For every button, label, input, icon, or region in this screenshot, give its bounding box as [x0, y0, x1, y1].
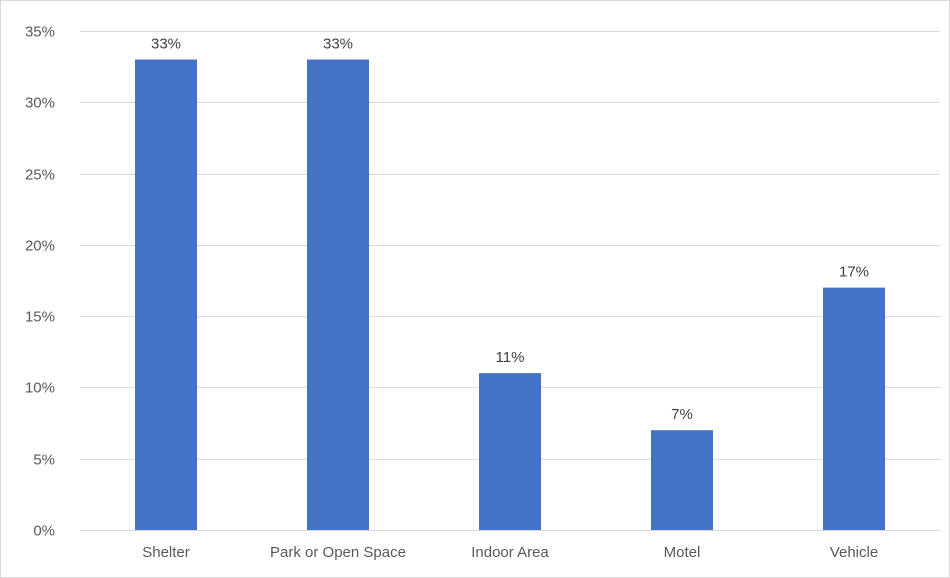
data-label: 11%: [496, 349, 525, 366]
x-axis-category-labels: Shelter Park or Open Space Indoor Area Mote…: [142, 544, 878, 561]
data-label: 33%: [323, 36, 353, 53]
data-labels: 33% 33% 11% 7% 17%: [151, 36, 869, 424]
x-category-label: Shelter: [142, 544, 190, 561]
bar-park-or-open-space: [307, 59, 369, 531]
bars: [135, 59, 885, 531]
bar-motel: [651, 430, 713, 530]
y-axis-tick-labels: 0% 5% 10% 15% 20% 25% 30% 35%: [25, 24, 55, 540]
y-tick-label: 10%: [25, 380, 55, 397]
data-label: 7%: [671, 406, 693, 423]
bar-shelter: [135, 59, 197, 531]
x-category-label: Vehicle: [830, 544, 878, 561]
y-tick-label: 20%: [25, 238, 55, 255]
data-label: 33%: [151, 36, 181, 53]
y-tick-label: 0%: [33, 523, 55, 540]
x-category-label: Motel: [664, 544, 701, 561]
y-tick-label: 15%: [25, 309, 55, 326]
bar-indoor-area: [479, 373, 541, 530]
y-tick-label: 30%: [25, 95, 55, 112]
y-tick-label: 5%: [33, 452, 55, 469]
y-tick-label: 25%: [25, 167, 55, 184]
y-tick-label: 35%: [25, 24, 55, 41]
x-category-label: Park or Open Space: [270, 544, 406, 561]
gridlines: [80, 31, 940, 531]
x-category-label: Indoor Area: [471, 544, 549, 561]
data-label: 17%: [839, 264, 869, 281]
bar-vehicle: [823, 287, 885, 530]
